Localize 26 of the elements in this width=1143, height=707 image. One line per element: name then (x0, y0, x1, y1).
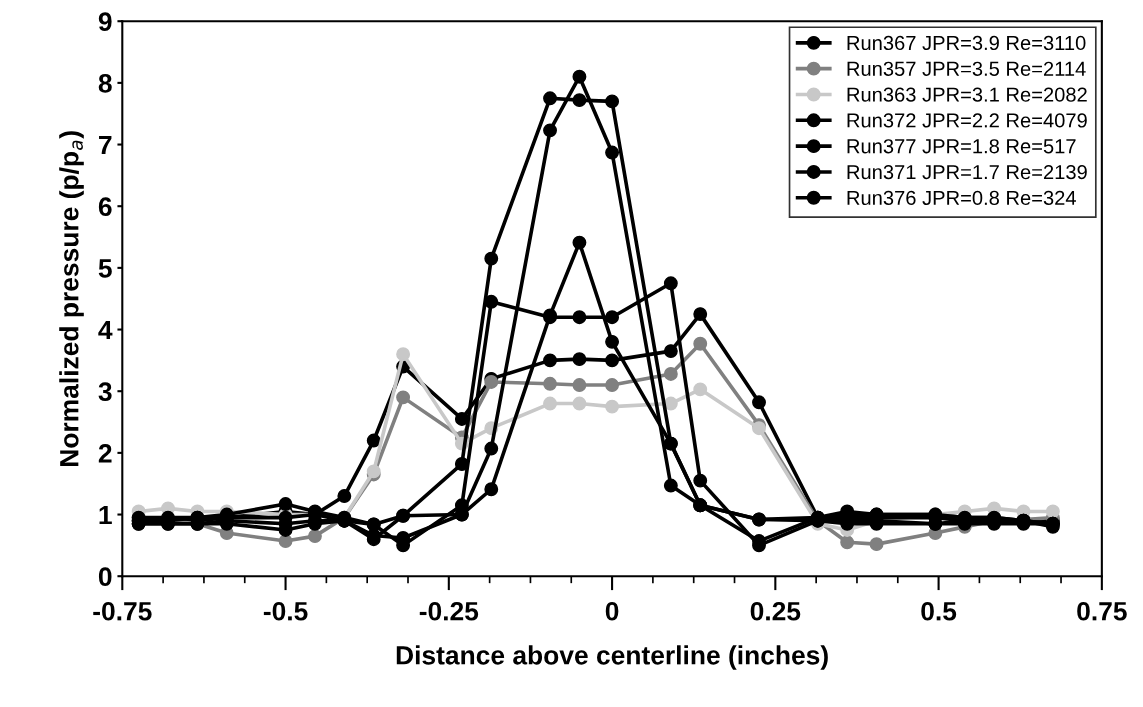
y-tick-label: 5 (98, 259, 112, 278)
y-tick-label: 2 (98, 444, 112, 463)
legend-label: Run357 JPR=3.5 Re=2114 (847, 61, 1086, 76)
y-tick-label: 7 (99, 135, 112, 155)
legend-label: Run363 JPR=3.1 Re=2082 (847, 87, 1087, 102)
y-tick-label: 3 (98, 382, 112, 402)
legend-label: Run371 JPR=1.7 Re=2139 (847, 164, 1087, 180)
x-tick-label: -0.5 (263, 601, 308, 621)
y-tick-label: 4 (98, 320, 113, 340)
x-tick-label: -0.75 (93, 601, 152, 621)
y-tick-label: 9 (98, 12, 112, 32)
x-tick-label: -0.25 (419, 601, 479, 621)
y-axis-title: Normalized pressure (p/p$_{a}$) (59, 131, 84, 466)
x-tick-label: 0.75 (1077, 601, 1127, 621)
x-axis-title: Distance above centerline (inches) (396, 645, 828, 670)
x-tick-label: 0.25 (750, 601, 801, 621)
y-tick-label: 8 (98, 74, 112, 93)
y-tick-label: 0 (98, 567, 112, 587)
legend-label: Run376 JPR=0.8 Re=324 (847, 190, 1076, 206)
x-tick-label: 0.5 (921, 601, 957, 621)
x-tick-label: 0 (605, 601, 619, 621)
legend-label: Run372 JPR=2.2 Re=4079 (847, 113, 1087, 128)
legend-label: Run377 JPR=1.8 Re=517 (847, 139, 1076, 154)
legend-label: Run367 JPR=3.9 Re=3110 (847, 35, 1086, 51)
y-tick-label: 6 (98, 197, 112, 217)
y-tick-label: 1 (99, 505, 112, 525)
